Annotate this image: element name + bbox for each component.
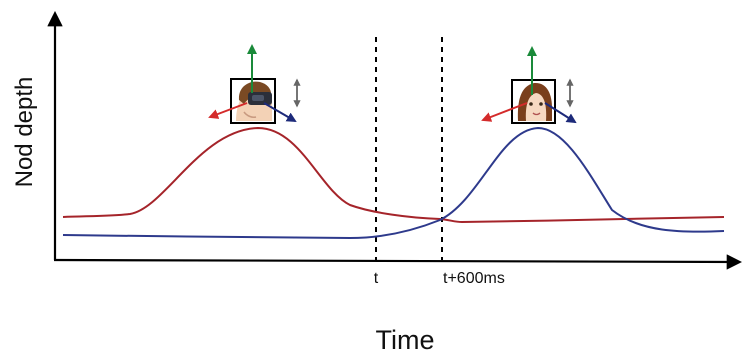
left-right-arrow (263, 102, 297, 123)
left-left-arrow (208, 102, 248, 119)
avatar-face-icon (511, 79, 556, 124)
x-axis-label: Time (376, 325, 435, 355)
human-nod-curve (62, 126, 725, 224)
avatar-nod-curve (62, 126, 725, 240)
right-left-arrow (481, 102, 528, 122)
x-axis (53, 254, 743, 270)
y-axis-label: Nod depth (11, 77, 38, 188)
marker-label-t: t (374, 270, 379, 287)
right-right-arrow (544, 102, 577, 124)
marker-label-t-plus-600ms: t+600ms (443, 270, 505, 287)
person-with-vr-headset-icon (230, 78, 276, 124)
